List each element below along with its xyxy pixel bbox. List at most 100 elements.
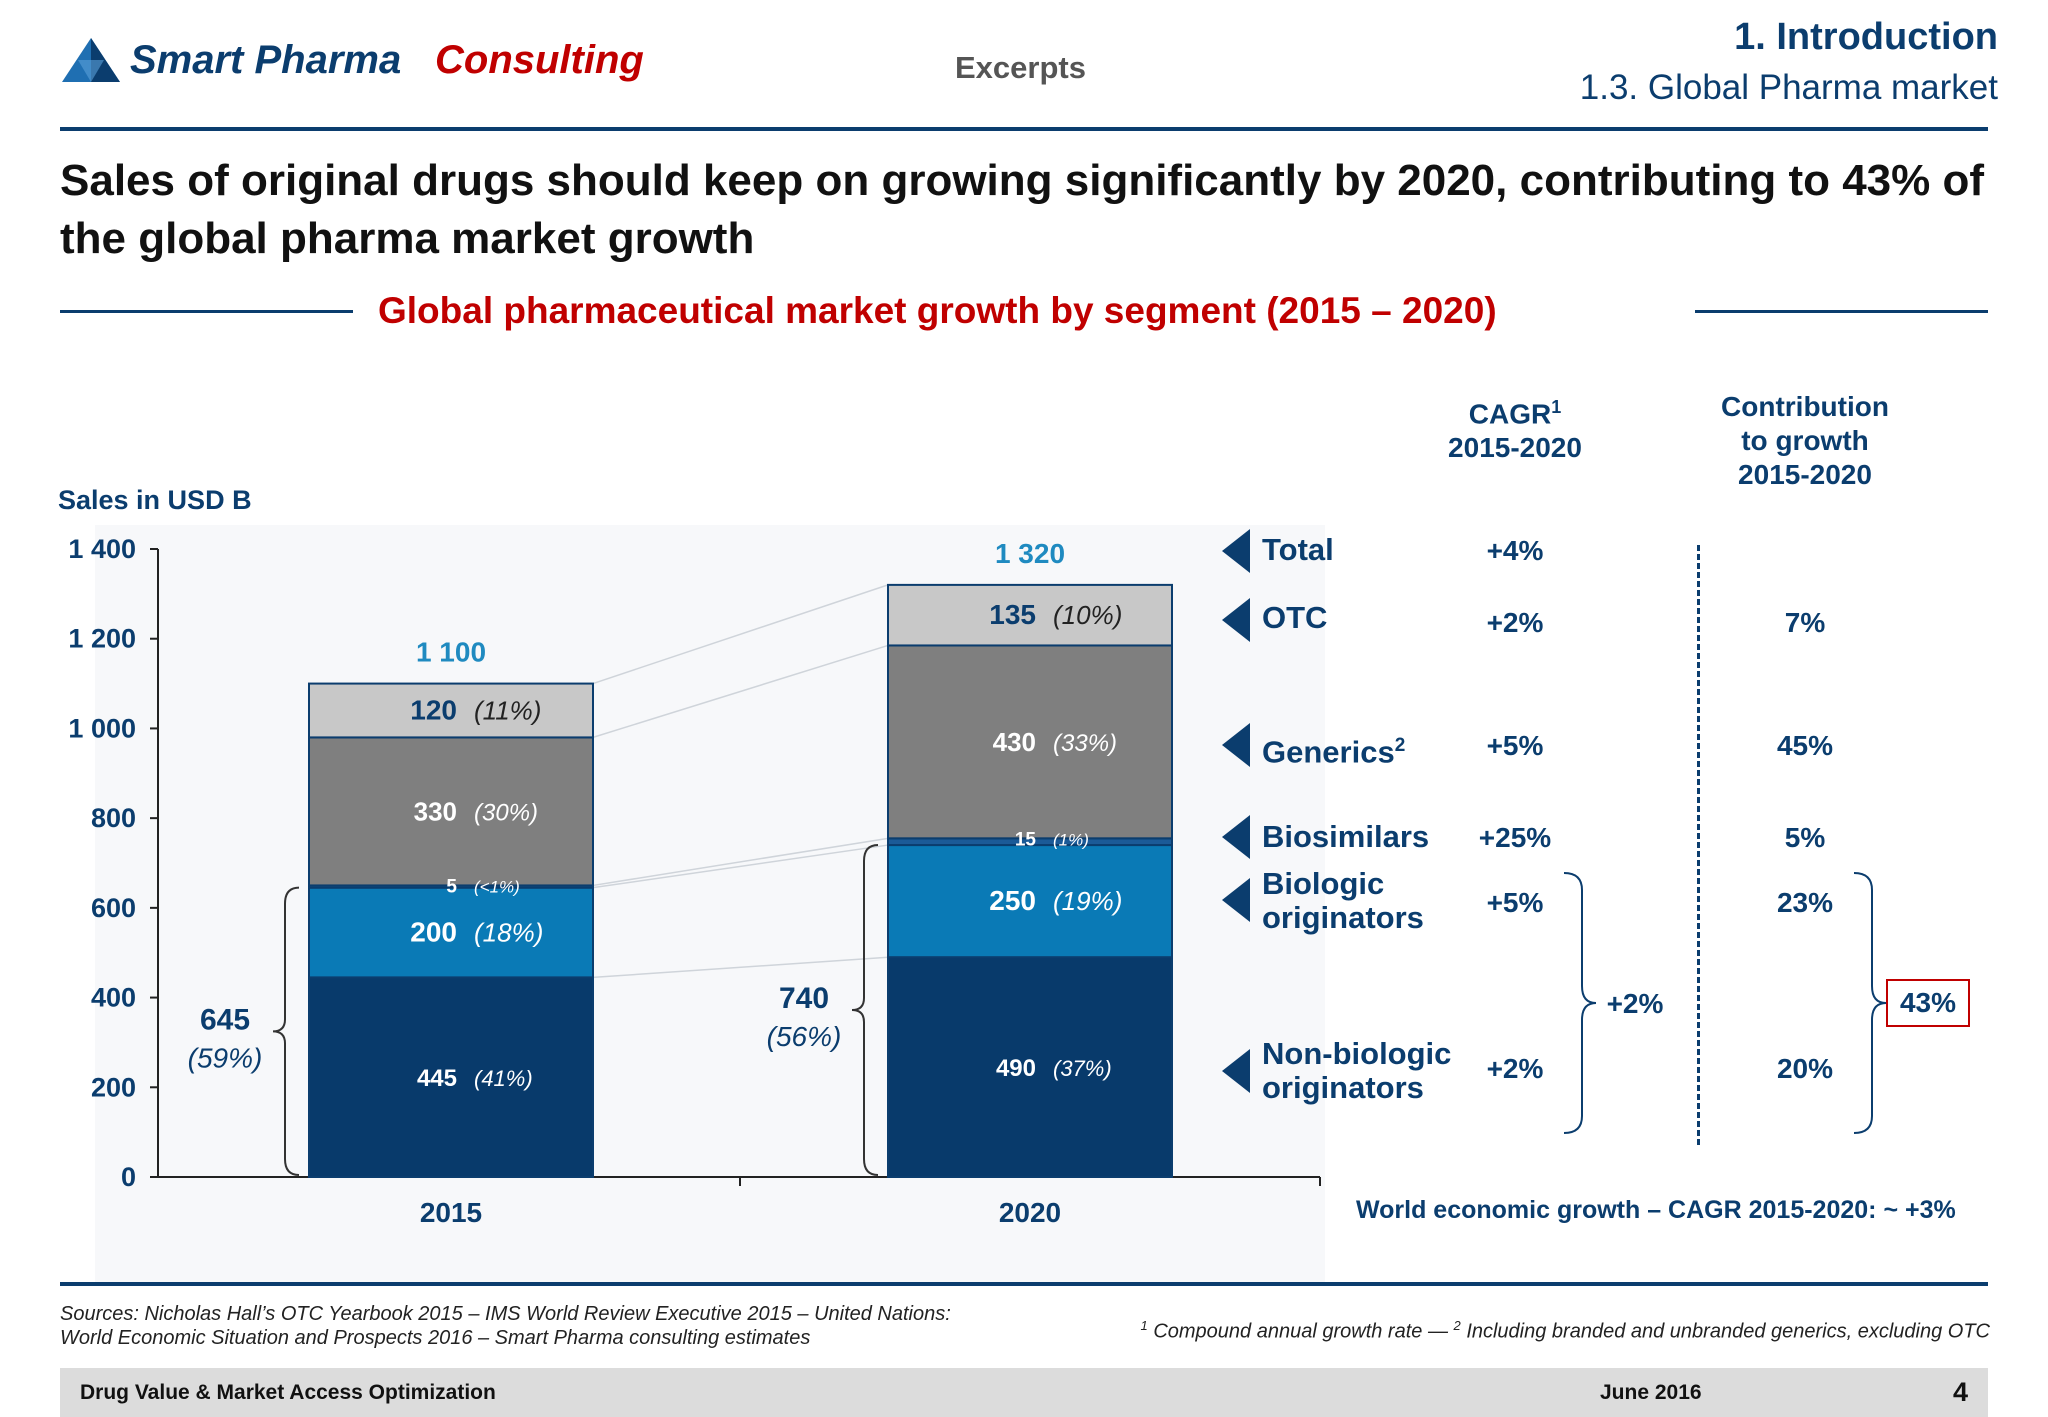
segment-share-label: (37%): [1053, 1056, 1112, 1081]
y-tick-label: 1 200: [68, 624, 136, 654]
segment-connector: [592, 584, 889, 685]
contribution-header-line2: to growth: [1741, 425, 1869, 456]
segment-value-label: 135: [989, 599, 1036, 630]
contribution-header-line1: Contribution: [1721, 391, 1889, 422]
biologic-label-line1: Biologic: [1262, 866, 1385, 901]
cagr-header-line2: 2015-2020: [1448, 432, 1582, 464]
y-tick-label: 200: [91, 1072, 136, 1102]
segment-share-label: (<1%): [474, 877, 520, 896]
section-title: 1. Introduction: [1734, 16, 1998, 58]
segment-share-label: (18%): [474, 918, 543, 948]
bar-segment: [308, 886, 594, 979]
footnote-2: Including branded and unbranded generics…: [1466, 1320, 1990, 1343]
originator-bracket-share: (56%): [767, 1021, 842, 1052]
cagr-biologic: +5%: [1486, 887, 1544, 918]
segment-share-label: (10%): [1053, 600, 1122, 630]
cagr-header-sup: 1: [1551, 397, 1562, 417]
originator-bracket-share: (59%): [188, 1042, 263, 1073]
segment-share-label: (33%): [1053, 730, 1117, 757]
segment-value-label: 5: [446, 876, 457, 897]
y-tick-label: 1 400: [68, 534, 136, 564]
originator-bracket-value: 740: [779, 982, 829, 1015]
contribution-biologic: 23%: [1776, 887, 1834, 918]
cagr-brace: [1563, 872, 1597, 1134]
segment-value-label: 430: [993, 727, 1036, 757]
logo-triangle-icon: [62, 38, 120, 82]
bar-total-label: 1 100: [416, 637, 486, 668]
sources-note: Sources: Nicholas Hall’s OTC Yearbook 20…: [60, 1302, 951, 1350]
sources-line1: Sources: Nicholas Hall’s OTC Yearbook 20…: [60, 1303, 951, 1325]
segment-arrows: [1222, 529, 1250, 1093]
footnote-sup2: 2: [1453, 1318, 1461, 1333]
segment-share-label: (19%): [1053, 886, 1122, 916]
segment-label-biologic: Biologic originators: [1262, 867, 1424, 935]
contribution-header: Contribution to growth 2015-2020: [1680, 390, 1930, 492]
cagr-otc: +2%: [1486, 607, 1544, 638]
cagr-header: CAGR1 2015-2020: [1400, 390, 1630, 465]
segment-share-label: (30%): [474, 799, 538, 826]
arrow-left-icon: [1222, 815, 1250, 859]
cagr-total: +4%: [1486, 535, 1544, 566]
segment-value-label: 490: [996, 1055, 1036, 1082]
segment-connector: [592, 956, 889, 979]
segment-value-label: 15: [1015, 829, 1037, 850]
segment-value-label: 330: [414, 796, 457, 826]
contribution-generics: 45%: [1776, 730, 1834, 761]
segment-value-label: 250: [989, 885, 1036, 916]
originator-bracket: [851, 844, 879, 1176]
originators-contribution-box: 43%: [1886, 979, 1970, 1027]
subtitle-rule-left: [60, 310, 353, 313]
bar-segment: [887, 583, 1173, 647]
segment-value-label: 200: [410, 917, 457, 948]
x-tick-label: 2020: [999, 1197, 1061, 1228]
logo-name-part1: Smart Pharma: [130, 38, 402, 82]
nonbiologic-label-line1: Non-biologic: [1262, 1036, 1452, 1071]
contribution-brace: [1853, 872, 1887, 1134]
footer-program: Drug Value & Market Access Optimization: [80, 1381, 496, 1404]
originator-bracket-value: 645: [200, 1003, 250, 1036]
segment-share-label: (41%): [474, 1066, 533, 1091]
footer-date: June 2016: [1600, 1381, 1702, 1404]
y-tick-label: 400: [91, 983, 136, 1013]
contribution-header-line3: 2015-2020: [1738, 459, 1872, 490]
x-tick-label: 2015: [420, 1197, 482, 1228]
generics-label-text: Generics: [1262, 734, 1395, 770]
segment-connector: [592, 644, 889, 739]
originators-cagr: +2%: [1606, 988, 1664, 1019]
page-headline: Sales of original drugs should keep on g…: [60, 156, 1985, 263]
chart-bars: [308, 583, 1173, 1179]
contribution-biosimilars: 5%: [1784, 822, 1826, 853]
segment-label-total: Total: [1262, 532, 1334, 567]
bar-segment: [308, 976, 594, 1179]
originator-bracket: [272, 886, 300, 1176]
table-divider: [1697, 545, 1700, 1145]
bar-segment: [887, 956, 1173, 1179]
sources-line2: World Economic Situation and Prospects 2…: [60, 1327, 811, 1349]
bar-connectors: [592, 584, 889, 979]
contribution-nonbiologic: 20%: [1776, 1053, 1834, 1084]
bar-segment: [308, 736, 594, 887]
originator-brackets: 645 (59%) 740 (56%): [188, 844, 879, 1176]
segment-share-label: (11%): [474, 695, 541, 725]
nonbiologic-label-line2: originators: [1262, 1070, 1424, 1105]
cagr-header-line1: CAGR: [1468, 398, 1552, 430]
segment-share-label: (1%): [1053, 830, 1089, 849]
excerpts-label: Excerpts: [955, 50, 1086, 85]
segment-label-generics: Generics2: [1262, 729, 1405, 769]
world-growth-note: World economic growth – CAGR 2015-2020: …: [1356, 1196, 1956, 1224]
header-rule: [60, 127, 1988, 131]
segment-connector: [592, 844, 889, 889]
footer-bar: Drug Value & Market Access Optimization …: [60, 1368, 1988, 1417]
segment-label-biosimilars: Biosimilars: [1262, 819, 1430, 854]
bar-total-label: 1 320: [995, 538, 1065, 569]
page-number: 4: [1952, 1377, 1968, 1407]
arrow-left-icon: [1222, 598, 1250, 642]
segment-value-label: 445: [417, 1065, 457, 1092]
segment-label-nonbiologic: Non-biologic originators: [1262, 1037, 1451, 1105]
y-tick-label: 0: [121, 1162, 136, 1192]
subsection-title: 1.3. Global Pharma market: [1579, 68, 1998, 107]
arrow-left-icon: [1222, 1049, 1250, 1093]
y-axis-title: Sales in USD B: [58, 485, 252, 515]
logo: Smart Pharma Consulting: [60, 32, 660, 92]
